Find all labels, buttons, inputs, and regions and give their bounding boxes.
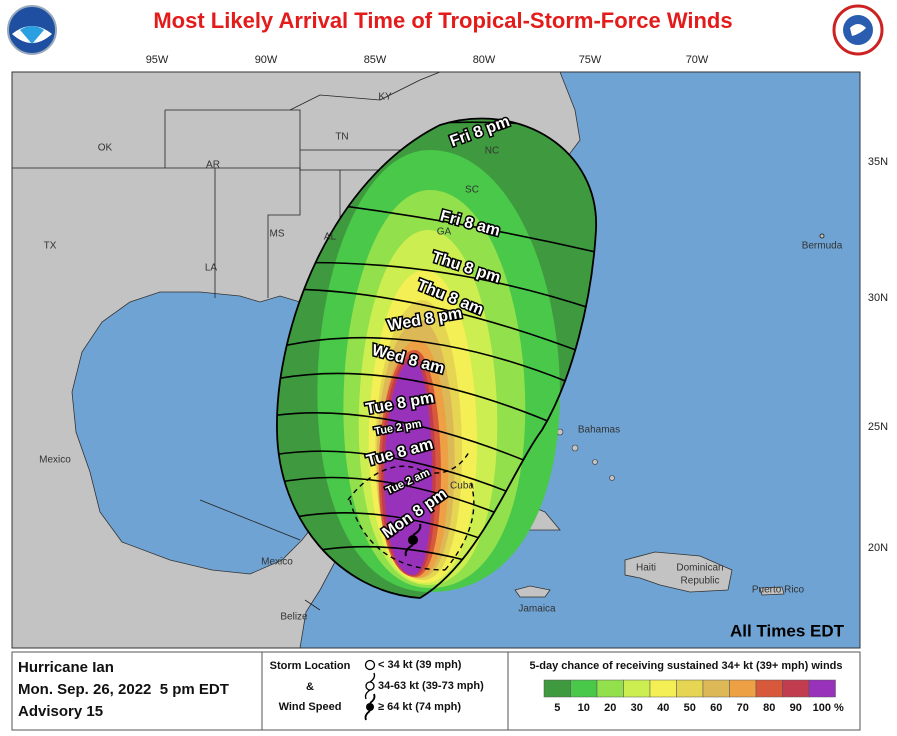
scale-swatch [729, 679, 757, 698]
lon-label: 85W [364, 54, 387, 66]
issued-time: Mon. Sep. 26, 2022 5 pm EDT [18, 681, 229, 698]
place-label: Bahamas [578, 425, 620, 436]
lon-label: 90W [255, 54, 278, 66]
place-label: AL [324, 232, 337, 243]
scale-swatch [702, 679, 730, 698]
lat-label: 25N [868, 421, 888, 433]
place-label: OK [98, 143, 113, 154]
symbol-storm [364, 672, 376, 700]
place-label: GA [437, 227, 452, 238]
storm-symbol [404, 523, 422, 557]
place-label: Belize [280, 612, 308, 623]
scale-swatch [596, 679, 624, 698]
place-label: LA [205, 263, 218, 274]
place-label: Cuba [450, 481, 474, 492]
scale-label: 10 [578, 702, 590, 714]
symbol-heading: Wind Speed [279, 701, 342, 713]
scale-swatch [782, 679, 810, 698]
advisory: Advisory 15 [18, 703, 103, 720]
place-label: Bermuda [802, 241, 843, 252]
lat-label: 35N [868, 156, 888, 168]
place-label: Mexico [39, 455, 71, 466]
place-label: MS [270, 229, 285, 240]
scale-label: 30 [631, 702, 643, 714]
nws-logo [832, 4, 884, 56]
cone-west [347, 449, 471, 501]
scale-swatch [543, 679, 571, 698]
scale-label: 90 [790, 702, 802, 714]
time-note: All Times EDT [730, 621, 845, 640]
symbol-label: < 34 kt (39 mph) [378, 659, 462, 671]
lat-label: 30N [868, 292, 888, 304]
lat-label: 20N [868, 542, 888, 554]
lon-label: 75W [579, 54, 602, 66]
puerto-rico-land [759, 586, 785, 596]
lon-label: 95W [146, 54, 169, 66]
symbol-heading: & [306, 681, 314, 693]
place-label: Republic [681, 576, 720, 587]
cone-south [349, 499, 446, 571]
place-label: Puerto Rico [752, 585, 805, 596]
cone-east [444, 479, 475, 571]
symbol-heading: Storm Location [270, 660, 351, 672]
place-label: NC [485, 146, 499, 157]
symbol-label: ≥ 64 kt (74 mph) [378, 701, 461, 713]
map-frame [11, 71, 861, 649]
place-label: AR [206, 160, 220, 171]
graticule-labels: 95W 90W 85W 80W 75W 70W 35N 30N 25N 20N [146, 54, 888, 554]
symbol-ts [364, 659, 376, 671]
lon-label: 80W [473, 54, 496, 66]
jamaica-land [514, 585, 551, 598]
scale-swatch [676, 679, 704, 698]
scale-swatch [755, 679, 783, 698]
scale-swatch [808, 679, 836, 698]
scale-title: 5-day chance of receiving sustained 34+ … [530, 660, 843, 672]
symbol-hurricane [364, 693, 376, 721]
place-label: TX [44, 241, 57, 252]
bermuda-land [819, 233, 825, 239]
hispaniola-land [624, 551, 733, 593]
place-label: Mexico [261, 557, 293, 568]
map: KY TN NC SC GA AL MS AR OK TX LA Bermuda… [12, 72, 860, 648]
noaa-logo [7, 5, 57, 55]
place-label: KY [378, 92, 392, 103]
place-label: TN [335, 132, 348, 143]
scale-label: 80 [763, 702, 775, 714]
place-label: Haiti [636, 563, 656, 574]
place-label: SC [465, 185, 479, 196]
scale-label: 40 [657, 702, 669, 714]
scale-swatch [570, 679, 598, 698]
storm-name: Hurricane Ian [18, 659, 114, 676]
scale-label: 100 % [813, 702, 844, 714]
scale-label: 50 [684, 702, 696, 714]
footer: Hurricane Ian Mon. Sep. 26, 2022 5 pm ED… [11, 651, 861, 731]
place-label: Jamaica [518, 604, 556, 615]
symbol-label: 34-63 kt (39-73 mph) [378, 680, 484, 692]
lon-label: 70W [686, 54, 709, 66]
place-label: Dominican [676, 563, 723, 574]
scale-label: 5 [554, 702, 560, 714]
scale-label: 70 [737, 702, 749, 714]
scale-swatch [623, 679, 651, 698]
scale-label: 60 [710, 702, 722, 714]
title: Most Likely Arrival Time of Tropical-Sto… [153, 8, 732, 33]
scale-swatch [649, 679, 677, 698]
probability-scale: 5 10 20 30 40 50 60 70 80 90 100 % [543, 679, 844, 714]
scale-label: 20 [604, 702, 616, 714]
